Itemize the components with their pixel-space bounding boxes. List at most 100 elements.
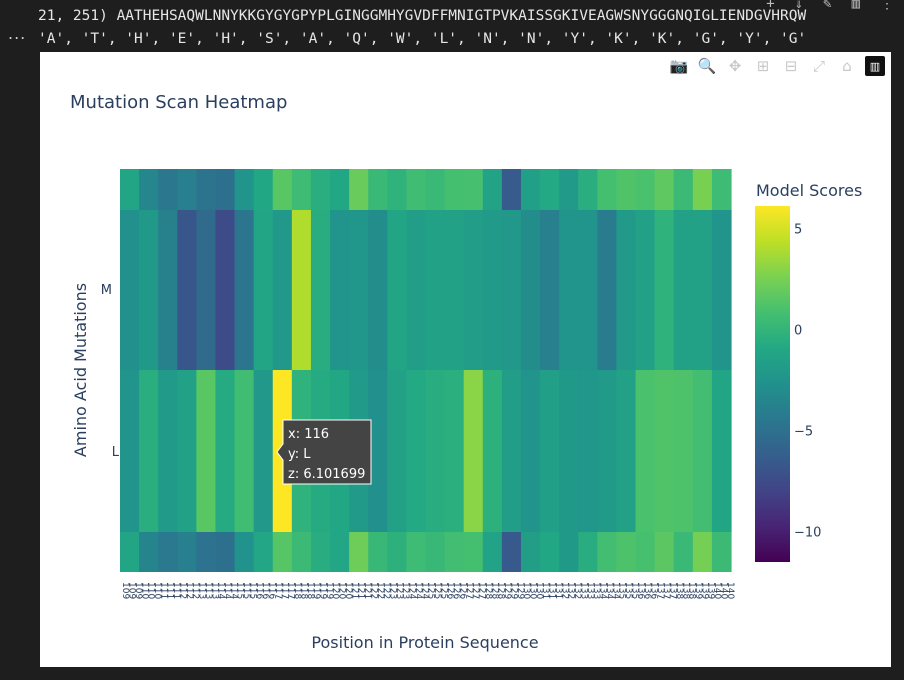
heatmap-cell[interactable] <box>349 532 369 572</box>
plotly-logo-icon[interactable]: ▥ <box>865 56 885 76</box>
heatmap-cell[interactable] <box>406 210 427 370</box>
heatmap-cell[interactable] <box>482 210 503 370</box>
heatmap-cell[interactable] <box>463 169 484 210</box>
heatmap-cell[interactable] <box>482 169 503 210</box>
heatmap-cell[interactable] <box>253 169 274 210</box>
home-icon[interactable]: ⌂ <box>842 57 852 75</box>
heatmap-cell[interactable] <box>196 169 217 210</box>
heatmap-cell[interactable] <box>215 370 236 532</box>
heatmap-cell[interactable] <box>463 210 484 370</box>
heatmap-cell[interactable] <box>654 169 675 210</box>
heatmap-cell[interactable] <box>711 169 732 210</box>
heatmap-cell[interactable] <box>158 532 178 572</box>
heatmap-cell[interactable] <box>540 169 560 210</box>
heatmap-cell[interactable] <box>559 532 579 572</box>
heatmap-cell[interactable] <box>234 370 255 532</box>
heatmap-cell[interactable] <box>540 370 560 532</box>
heatmap-cell[interactable] <box>520 370 541 532</box>
heatmap-cell[interactable] <box>616 532 637 572</box>
heatmap-cell[interactable] <box>559 169 579 210</box>
heatmap-cell[interactable] <box>444 532 465 572</box>
edit-icon[interactable]: ✎ <box>823 0 832 12</box>
heatmap-cell[interactable] <box>272 532 293 572</box>
heatmap-cell[interactable] <box>673 210 694 370</box>
heatmap-cell[interactable] <box>425 370 446 532</box>
heatmap-cell[interactable] <box>272 169 293 210</box>
heatmap-cell[interactable] <box>120 169 140 210</box>
heatmap-cell[interactable] <box>310 532 331 572</box>
heatmap-cell[interactable] <box>711 532 732 572</box>
pan-icon[interactable]: ✥ <box>728 57 742 75</box>
zoom-icon[interactable]: 🔍 <box>697 57 717 75</box>
heatmap-cell[interactable] <box>368 532 388 572</box>
heatmap-cell[interactable] <box>654 532 675 572</box>
trash-icon[interactable]: ▥ <box>851 0 860 12</box>
heatmap-cell[interactable] <box>387 169 407 210</box>
heatmap-cell[interactable] <box>177 169 197 210</box>
heatmap-cell[interactable] <box>330 210 350 370</box>
heatmap-cell[interactable] <box>387 532 407 572</box>
heatmap-cell[interactable] <box>406 532 427 572</box>
heatmap-cell[interactable] <box>177 532 197 572</box>
heatmap-cell[interactable] <box>578 169 598 210</box>
heatmap-cell[interactable] <box>692 169 713 210</box>
heatmap-cell[interactable] <box>234 169 255 210</box>
heatmap-cell[interactable] <box>139 210 159 370</box>
heatmap-cell[interactable] <box>234 210 255 370</box>
heatmap-cell[interactable] <box>196 370 217 532</box>
heatmap-cell[interactable] <box>291 532 312 572</box>
heatmap-cell[interactable] <box>501 370 522 532</box>
zoom-out-icon[interactable]: ⊟ <box>784 57 798 75</box>
heatmap-cell[interactable] <box>425 169 446 210</box>
heatmap-cell[interactable] <box>559 370 579 532</box>
heatmap-cell[interactable] <box>196 532 217 572</box>
heatmap-cell[interactable] <box>387 210 407 370</box>
heatmap-cell[interactable] <box>444 210 465 370</box>
heatmap-cell[interactable] <box>330 532 350 572</box>
heatmap-cell[interactable] <box>196 210 217 370</box>
collapse-output-icon[interactable]: ... <box>8 24 27 43</box>
download-icon[interactable]: ⇓ <box>794 0 804 12</box>
heatmap-cell[interactable] <box>578 370 598 532</box>
heatmap-cell[interactable] <box>444 370 465 532</box>
heatmap-cell[interactable] <box>673 370 694 532</box>
heatmap-chart[interactable]: 1091091091101101101111111111121121121131… <box>40 52 891 667</box>
heatmap-cell[interactable] <box>597 210 618 370</box>
heatmap-cell[interactable] <box>654 370 675 532</box>
more-icon[interactable]: ⋮ <box>880 0 894 12</box>
heatmap-cell[interactable] <box>177 370 197 532</box>
heatmap-cell[interactable] <box>616 210 637 370</box>
heatmap-cell[interactable] <box>692 210 713 370</box>
heatmap-cell[interactable] <box>425 210 446 370</box>
heatmap-cell[interactable] <box>215 532 236 572</box>
heatmap-cell[interactable] <box>635 370 656 532</box>
heatmap-cell[interactable] <box>253 532 274 572</box>
heatmap-cell[interactable] <box>692 370 713 532</box>
heatmap-cell[interactable] <box>654 210 675 370</box>
heatmap-cell[interactable] <box>406 370 427 532</box>
heatmap-cell[interactable] <box>635 532 656 572</box>
heatmap-cell[interactable] <box>406 169 427 210</box>
heatmap-cell[interactable] <box>139 370 159 532</box>
heatmap-cell[interactable] <box>215 169 236 210</box>
heatmap-cell[interactable] <box>349 169 369 210</box>
heatmap-cell[interactable] <box>540 532 560 572</box>
heatmap-cell[interactable] <box>692 532 713 572</box>
heatmap-cell[interactable] <box>177 210 197 370</box>
heatmap-cell[interactable] <box>463 370 484 532</box>
heatmap-cell[interactable] <box>158 169 178 210</box>
heatmap-cell[interactable] <box>597 532 618 572</box>
heatmap-cell[interactable] <box>520 532 541 572</box>
heatmap-cell[interactable] <box>711 370 732 532</box>
heatmap-cell[interactable] <box>616 169 637 210</box>
heatmap-cell[interactable] <box>482 532 503 572</box>
heatmap-cell[interactable] <box>120 370 140 532</box>
heatmap-cell[interactable] <box>673 532 694 572</box>
heatmap-cell[interactable] <box>215 210 236 370</box>
heatmap-cell[interactable] <box>673 169 694 210</box>
heatmap-cell[interactable] <box>368 370 388 532</box>
heatmap-cell[interactable] <box>540 210 560 370</box>
zoom-in-icon[interactable]: ⊞ <box>756 57 770 75</box>
heatmap-cell[interactable] <box>234 532 255 572</box>
heatmap-cell[interactable] <box>597 370 618 532</box>
